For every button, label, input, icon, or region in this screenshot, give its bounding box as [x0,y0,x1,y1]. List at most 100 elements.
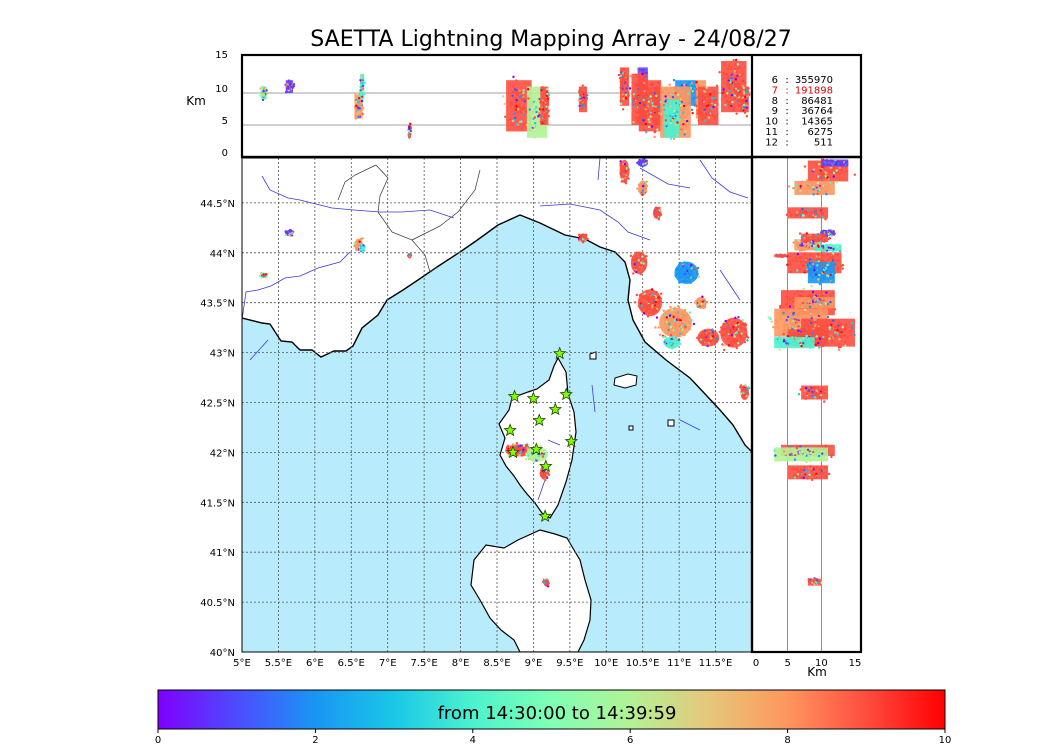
right-lightning-source [804,252,807,255]
top-lightning-source [522,91,525,95]
right-lightning-source [801,315,804,318]
right-lightning-source [800,249,804,252]
top-lightning-source [638,106,641,109]
right-lightning-source [803,234,806,238]
right-lightning-source [830,453,833,457]
top-lightning-source [705,86,708,89]
right-lightning-source [821,173,825,177]
right-lightning-source [828,321,832,325]
top-lightning-source [527,97,530,100]
lightning-source [539,472,543,475]
top-lightning-source [743,100,746,104]
top-lightning-source [674,92,677,95]
top-lightning-source [670,93,673,96]
count-separator: : [785,106,788,117]
lightning-source [662,335,665,339]
right-lightning-source [829,276,832,279]
lightning-source [634,264,638,267]
lat-tick-label: 40°N [210,648,235,659]
top-alt-tick-label: 15 [215,50,228,61]
right-lightning-source [833,308,837,311]
lightning-source [734,316,737,320]
station-star-marker [526,391,541,405]
top-lightning-source [264,97,267,101]
top-lightning-source [645,93,649,96]
right-lightning-source [839,322,843,326]
lightning-source [582,237,585,241]
top-lightning-source [542,124,545,128]
right-lightning-source [831,250,835,253]
top-lightning-source [693,96,696,99]
right-lightning-source [809,314,812,317]
right-lightning-source [802,476,805,479]
top-lightning-source [705,96,708,99]
top-lightning-source [580,107,584,111]
right-lightning-source [821,326,825,329]
lightning-source [658,211,661,215]
lightning-source [544,478,547,482]
top-lightning-sources [259,58,751,141]
top-lightning-source [672,129,676,132]
lightning-source [679,323,682,326]
right-lightning-source [770,320,773,323]
top-lightning-source [286,83,289,86]
right-lightning-source [823,166,826,169]
lightning-source [734,331,738,335]
lightning-source [734,324,738,327]
lightning-source [635,251,638,254]
top-lightning-source [735,112,738,115]
right-lightning-source [799,209,802,212]
count-label: 7 [772,85,778,96]
lightning-source [577,233,581,237]
lightning-source [683,318,686,322]
lightning-source [670,321,673,324]
top-lightning-source [674,101,678,105]
right-lightning-source [808,329,811,332]
lightning-source [646,315,650,318]
top-lightning-source [734,63,737,67]
right-lightning-source [817,309,821,312]
top-lightning-source [517,105,521,108]
top-lightning-source [649,87,653,90]
map-panel: 5°E 5.5°E 6°E 6.5°E 7°E 7.5°E 8°E 8.5°E 9°E 9.5°E… [200,157,753,669]
lightning-source [655,210,658,214]
lightning-source [644,294,648,297]
top-lightning-source [520,127,524,130]
right-lightning-source [797,325,800,328]
top-lightning-source [510,103,513,106]
right-lightning-source [791,336,794,339]
lightning-source [688,311,692,314]
right-lightning-source [804,386,808,390]
right-lightning-source [782,311,785,315]
top-lightning-source [516,108,520,111]
right-lightning-source [799,445,802,448]
top-lightning-source [585,98,588,101]
top-lightning-source [533,136,536,139]
right-lightning-source [806,245,809,248]
top-lightning-source [703,87,706,90]
latitude-ticks: 40°N40.5°N41°N41.5°N42°N42.5°N43°N43.5°N… [200,199,235,659]
lightning-source [362,244,365,247]
top-lightning-source [742,103,746,107]
right-lightning-source [805,260,808,264]
lightning-source [739,336,742,340]
right-lightning-source [788,313,791,316]
top-lightning-source [695,104,698,107]
lightning-source [353,242,356,245]
lightning-source [641,185,645,188]
right-lightning-source [819,278,823,282]
lightning-source [627,177,630,180]
top-lightning-source [527,91,530,94]
lightning-source [546,585,550,588]
top-lightning-source [667,119,670,123]
right-lightning-source [821,215,824,218]
lightning-source [641,302,644,305]
top-lightning-source [684,130,687,133]
top-lightning-source [725,73,729,77]
lightning-source [669,330,673,333]
right-lightning-source [798,339,801,342]
rivers [242,158,749,501]
top-lightning-source [676,93,680,96]
top-lightning-source [361,84,365,88]
